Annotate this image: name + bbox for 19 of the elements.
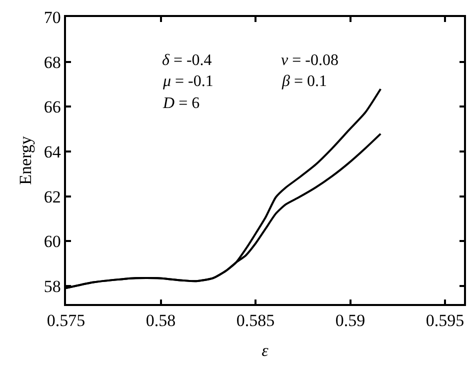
y-axis-title: Energy xyxy=(16,136,35,185)
x-tick-label: 0.59 xyxy=(335,311,366,330)
annotation: δ = -0.4 xyxy=(162,52,212,69)
annotation: D = 6 xyxy=(162,95,200,112)
y-tick-label: 70 xyxy=(44,8,61,27)
x-axis-title: ε xyxy=(262,341,269,360)
x-tick-label: 0.575 xyxy=(46,311,86,330)
x-tick-label: 0.585 xyxy=(236,311,275,330)
x-tick-label: 0.58 xyxy=(146,311,176,330)
x-tick-label: 0.595 xyxy=(426,311,464,330)
y-tick-label: 68 xyxy=(44,52,61,72)
y-tick-label: 64 xyxy=(44,142,62,162)
y-tick-label: 62 xyxy=(44,187,61,206)
annotation: μ = -0.1 xyxy=(162,73,214,90)
y-tick-label: 58 xyxy=(44,277,61,296)
y-tick-label: 66 xyxy=(44,98,61,117)
y-tick-label: 60 xyxy=(44,232,61,252)
annotation: β = 0.1 xyxy=(281,73,327,90)
annotation: ν = -0.08 xyxy=(281,52,338,69)
